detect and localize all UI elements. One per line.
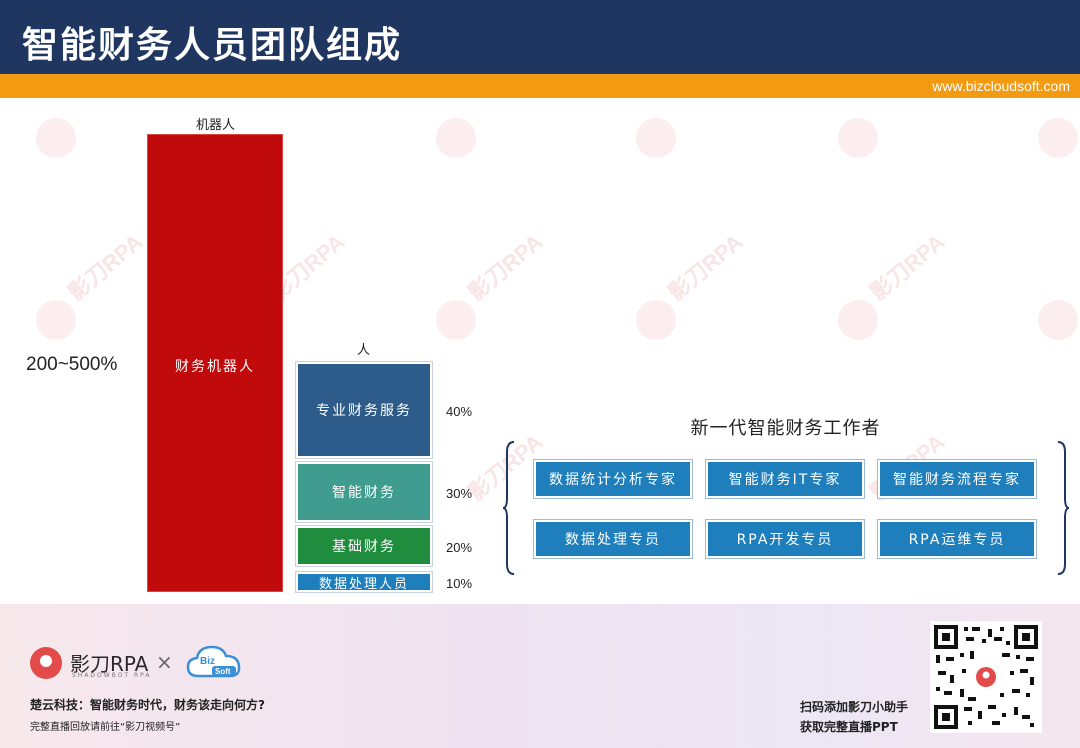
- page-title: 智能财务人员团队组成: [22, 25, 403, 66]
- segment-percent: 40%: [446, 404, 473, 419]
- role-rpa-developer: RPA开发专员: [705, 519, 865, 559]
- segment-smart-finance: 智能财务: [295, 461, 433, 523]
- svg-text:Soft: Soft: [215, 667, 231, 676]
- accent-bar: [0, 74, 1080, 98]
- svg-text:Biz: Biz: [200, 656, 215, 667]
- qr-label-line1: 扫码添加影刀小助手: [800, 700, 909, 714]
- robot-bar-label: 财务机器人: [175, 359, 255, 375]
- segment-data-processing: 数据处理人员: [295, 571, 433, 593]
- human-column-label: 人: [357, 343, 371, 358]
- brand-subtitle: SHADOWBOT RPA: [72, 672, 152, 679]
- segment-professional-finance: 专业财务服务: [295, 361, 433, 459]
- role-smart-finance-it-expert: 智能财务IT专家: [705, 459, 865, 499]
- footer-banner: [0, 604, 1080, 748]
- segment-percent: 10%: [446, 576, 473, 591]
- segment-basic-finance: 基础财务: [295, 525, 433, 567]
- role-rpa-operations: RPA运维专员: [877, 519, 1037, 559]
- role-data-processing-specialist: 数据处理专员: [533, 519, 693, 559]
- new-workers-title: 新一代智能财务工作者: [690, 418, 881, 439]
- times-icon: ×: [156, 650, 173, 674]
- right-brace-icon: [1057, 441, 1070, 575]
- header-bar: [0, 0, 1080, 74]
- role-smart-finance-process-expert: 智能财务流程专家: [877, 459, 1037, 499]
- qr-code-icon[interactable]: [930, 621, 1042, 733]
- segment-percent: 30%: [446, 486, 473, 501]
- robot-percentage: 200~500%: [26, 354, 118, 375]
- website-url[interactable]: www.bizcloudsoft.com: [932, 78, 1070, 94]
- left-brace-icon: [502, 441, 515, 575]
- bizsoft-cloud-logo-icon: Biz Soft: [186, 645, 241, 678]
- footer-replay-note: 完整直播回放请前往“影刀视频号”: [30, 722, 181, 733]
- segment-percent: 20%: [446, 540, 473, 555]
- robot-column-label: 机器人: [196, 118, 236, 133]
- role-data-analysis-expert: 数据统计分析专家: [533, 459, 693, 499]
- brand-name: 影刀RPA: [70, 652, 149, 676]
- robot-bar: [147, 134, 283, 592]
- shadowbot-logo-inner: [40, 655, 52, 667]
- qr-label-line2: 获取完整直播PPT: [800, 720, 898, 734]
- footer-headline: 楚云科技：智能财务时代，财务该走向何方?: [30, 698, 265, 712]
